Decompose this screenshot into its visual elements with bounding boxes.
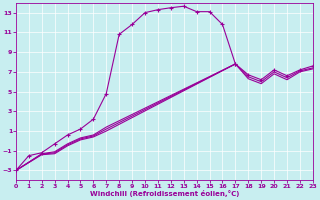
X-axis label: Windchill (Refroidissement éolien,°C): Windchill (Refroidissement éolien,°C) [90, 190, 239, 197]
